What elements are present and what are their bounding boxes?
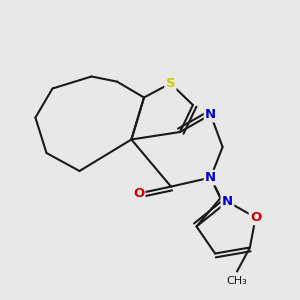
Text: CH₃: CH₃	[226, 276, 248, 286]
Text: N: N	[205, 171, 216, 184]
Text: S: S	[166, 77, 175, 90]
Text: N: N	[205, 108, 216, 121]
Text: O: O	[250, 211, 261, 224]
Text: N: N	[222, 195, 233, 208]
Text: O: O	[133, 187, 144, 200]
